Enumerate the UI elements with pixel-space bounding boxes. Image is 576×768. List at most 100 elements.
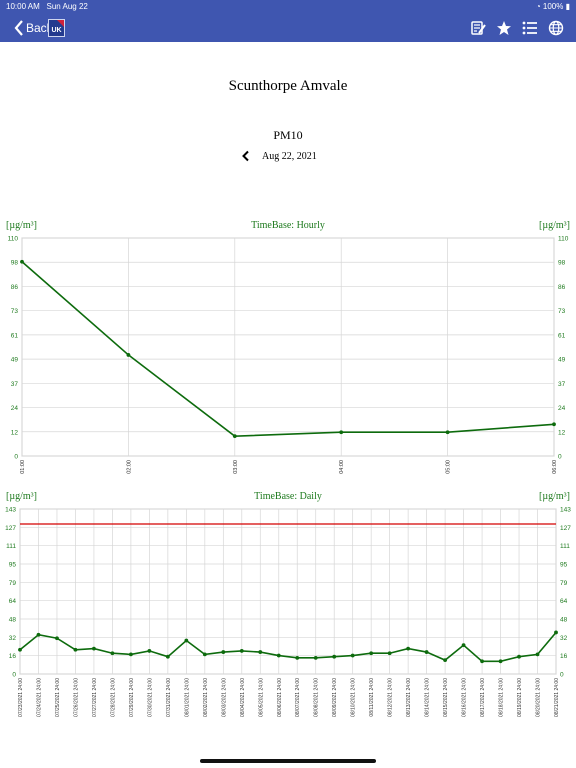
daily-data-point (350, 653, 355, 658)
globe-icon[interactable] (548, 20, 564, 36)
daily-x-tick-label: 08/15/2021 24:00 (443, 678, 449, 717)
daily-x-tick-label: 08/17/2021 24:00 (480, 678, 486, 717)
hourly-data-point (552, 422, 556, 427)
daily-data-point (73, 647, 78, 652)
hourly-y-tick-left: 49 (11, 357, 19, 364)
date-label: Aug 22, 2021 (262, 150, 317, 162)
daily-data-point (202, 652, 207, 657)
daily-series-line (19, 631, 557, 663)
daily-x-tick-label: 07/26/2021 24:00 (73, 678, 79, 717)
status-battery: ◔ 100% ▮ (535, 2, 570, 11)
hourly-x-tick-label: 05:00 (446, 460, 452, 474)
status-bar: 10:00 AM Sun Aug 22 ◔ 100% ▮ (0, 0, 576, 14)
daily-x-tick-label: 08/11/2021 24:00 (369, 678, 375, 717)
daily-x-tick-label: 07/31/2021 24:00 (166, 678, 172, 717)
daily-data-point (406, 646, 411, 651)
daily-data-point (55, 636, 59, 641)
back-button[interactable]: Back (14, 19, 53, 37)
daily-data-point (184, 638, 189, 643)
hourly-data-point (339, 430, 344, 435)
star-icon[interactable] (496, 20, 512, 36)
hourly-y-tick-right: 110 (558, 236, 569, 243)
hourly-data-point (126, 353, 131, 357)
daily-x-tick-label: 08/12/2021 24:00 (388, 678, 394, 717)
daily-data-point (535, 652, 540, 657)
edit-icon[interactable] (470, 20, 486, 36)
chevron-left-icon (14, 20, 23, 36)
hourly-unit-left: [µg/m³] (6, 220, 37, 231)
daily-x-tick-label: 08/02/2021 24:00 (203, 678, 209, 717)
daily-y-tick-right: 0 (560, 672, 564, 679)
daily-x-tick-label: 07/27/2021 24:00 (92, 678, 98, 717)
pollutant-label: PM10 (273, 128, 303, 142)
daily-data-point (92, 646, 96, 651)
hourly-data-point (445, 430, 450, 435)
daily-y-tick-left: 64 (9, 598, 17, 605)
daily-data-point (369, 651, 374, 656)
hourly-y-tick-right: 49 (558, 357, 566, 364)
daily-y-tick-right: 48 (560, 617, 568, 624)
daily-data-point (165, 654, 170, 659)
daily-y-tick-right: 32 (560, 635, 568, 642)
daily-y-tick-right: 64 (560, 598, 568, 605)
daily-x-tick-label: 07/29/2021 24:00 (129, 678, 135, 717)
hourly-y-tick-left: 24 (11, 405, 19, 412)
daily-data-point (554, 630, 558, 635)
daily-y-tick-right: 127 (560, 525, 571, 532)
hourly-y-tick-right: 73 (558, 308, 566, 315)
chevron-left-icon[interactable] (240, 150, 252, 162)
daily-x-tick-label: 08/06/2021 24:00 (277, 678, 283, 717)
daily-data-point (110, 651, 115, 656)
daily-data-point (221, 650, 226, 654)
list-icon[interactable] (522, 20, 538, 36)
hourly-x-tick-label: 06:00 (552, 460, 558, 474)
station-title: Scunthorpe Amvale (228, 78, 348, 94)
daily-x-tick-label: 07/28/2021 24:00 (110, 678, 116, 717)
hourly-y-tick-left: 86 (11, 284, 19, 291)
daily-y-tick-right: 79 (560, 580, 568, 587)
hourly-y-tick-right: 24 (558, 405, 566, 412)
daily-data-point (239, 649, 244, 653)
daily-data-point (332, 654, 337, 659)
hourly-y-tick-right: 86 (558, 284, 566, 291)
daily-y-tick-left: 16 (9, 653, 17, 660)
daily-y-tick-left: 111 (6, 543, 16, 550)
hourly-y-tick-left: 61 (11, 332, 19, 339)
hourly-y-tick-right: 37 (558, 381, 566, 388)
uk-logo: UK (48, 19, 65, 37)
daily-y-tick-left: 143 (5, 507, 16, 514)
hourly-y-tick-left: 12 (11, 429, 19, 436)
hourly-x-tick-label: 01:00 (20, 460, 26, 474)
hourly-y-tick-right: 61 (558, 332, 566, 339)
date-selector: Aug 22, 2021 (240, 148, 336, 164)
hourly-unit-right: [µg/m³] (539, 220, 570, 231)
status-time: 10:00 AM Sun Aug 22 (6, 2, 88, 11)
daily-y-tick-left: 0 (12, 672, 16, 679)
daily-data-point (276, 653, 281, 658)
hourly-series-line (21, 261, 555, 437)
daily-y-tick-right: 95 (560, 562, 568, 569)
hourly-y-tick-right: 0 (558, 454, 562, 461)
daily-x-tick-label: 08/04/2021 24:00 (240, 678, 246, 717)
daily-y-tick-left: 48 (9, 617, 17, 624)
daily-x-tick-label: 08/16/2021 24:00 (462, 678, 468, 717)
daily-x-tick-label: 08/18/2021 24:00 (499, 678, 505, 717)
daily-y-tick-left: 79 (9, 580, 17, 587)
daily-data-point (443, 658, 448, 663)
daily-x-tick-label: 08/19/2021 24:00 (517, 678, 523, 717)
daily-data-point (461, 643, 466, 648)
daily-y-tick-right: 111 (560, 543, 570, 550)
daily-x-tick-label: 07/24/2021 24:00 (36, 678, 42, 717)
daily-x-tick-label: 08/05/2021 24:00 (258, 678, 264, 717)
nav-bar: Back UK (0, 14, 576, 42)
daily-x-tick-label: 08/01/2021 24:00 (184, 678, 190, 717)
daily-x-tick-label: 08/20/2021 24:00 (536, 678, 542, 717)
hourly-x-tick-label: 02:00 (126, 460, 132, 474)
hourly-x-tick-label: 04:00 (339, 460, 345, 474)
daily-y-tick-left: 95 (9, 562, 17, 569)
daily-x-tick-label: 08/08/2021 24:00 (314, 678, 320, 717)
daily-x-tick-label: 08/07/2021 24:00 (295, 678, 301, 717)
daily-plot-frame (19, 508, 557, 675)
daily-x-tick-label: 07/30/2021 24:00 (147, 678, 153, 717)
